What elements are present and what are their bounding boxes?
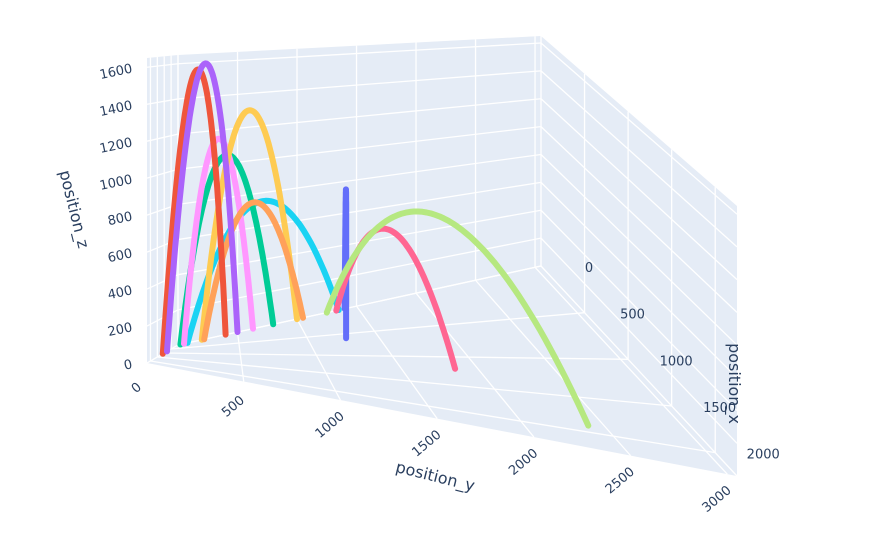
grid-floor-y [296, 318, 342, 401]
y-tick-label: 500 [219, 393, 248, 420]
grid-floor-y [236, 331, 245, 382]
grid-floor-y [355, 305, 438, 419]
z-axis-title: position_z [54, 168, 93, 250]
grid-floor-y [415, 292, 535, 438]
grid-wall-z-far [540, 237, 738, 444]
trace-4 [341, 186, 350, 342]
grid-floor-x [171, 312, 585, 350]
grid-wall-z [177, 181, 542, 241]
z-tick-label: 600 [106, 246, 133, 266]
x-tick-label: 1000 [660, 354, 693, 369]
grid-wall-z-left [146, 168, 179, 179]
grid-wall-z-left [146, 133, 179, 142]
x-tick-label: 0 [585, 261, 593, 276]
grid-wall-z-far [540, 181, 738, 379]
grid-wall-z-far [540, 265, 738, 477]
grid-floor-x [150, 360, 716, 454]
z-tick-label: 1000 [98, 172, 133, 194]
z-tick-label: 1400 [98, 98, 133, 120]
grid-wall-z-far [540, 70, 738, 248]
z-tick-label: 0 [123, 357, 134, 373]
z-tick-label: 800 [106, 209, 133, 229]
y-tick-label: 3000 [700, 483, 735, 516]
grid-wall-z-far [540, 126, 738, 313]
grid-floor-x [164, 352, 629, 360]
grid-floor-y [534, 266, 728, 475]
y-tick-label: 1500 [409, 428, 444, 461]
z-tick-label: 1200 [98, 135, 133, 157]
grid-wall-z-far [540, 42, 738, 215]
x-tick-label: 1500 [703, 401, 736, 416]
x-axis-title: position_x [724, 343, 744, 424]
x-tick-label: 2000 [747, 448, 780, 463]
y-tick-label: 1000 [313, 409, 348, 442]
grid-wall-z [177, 42, 542, 65]
grid-wall-z-far [540, 154, 738, 346]
y-axis-title: position_y [394, 457, 477, 496]
pane-xz-far [541, 36, 737, 476]
y-tick-label: 0 [129, 380, 145, 397]
z-tick-label: 1600 [98, 61, 133, 83]
pane-yz [178, 36, 541, 345]
grid-wall-z-far [540, 209, 738, 412]
grid-wall-z-far [540, 98, 738, 281]
y-tick-label: 2000 [506, 446, 541, 479]
trace-10 [323, 208, 592, 429]
z-tick-label: 400 [106, 283, 133, 303]
data-traces [159, 60, 592, 429]
z-tick-label: 200 [106, 320, 133, 340]
x-tick-label: 500 [620, 308, 645, 323]
grid-wall-z-left [146, 98, 179, 105]
grid-floor-x [157, 356, 672, 407]
trace-9 [164, 60, 241, 355]
grid-floor-y [475, 279, 632, 457]
trace-3 [181, 135, 256, 347]
grid-wall-z-left [146, 63, 179, 68]
grid-wall-z [177, 70, 542, 100]
y-tick-label: 2500 [603, 465, 638, 498]
